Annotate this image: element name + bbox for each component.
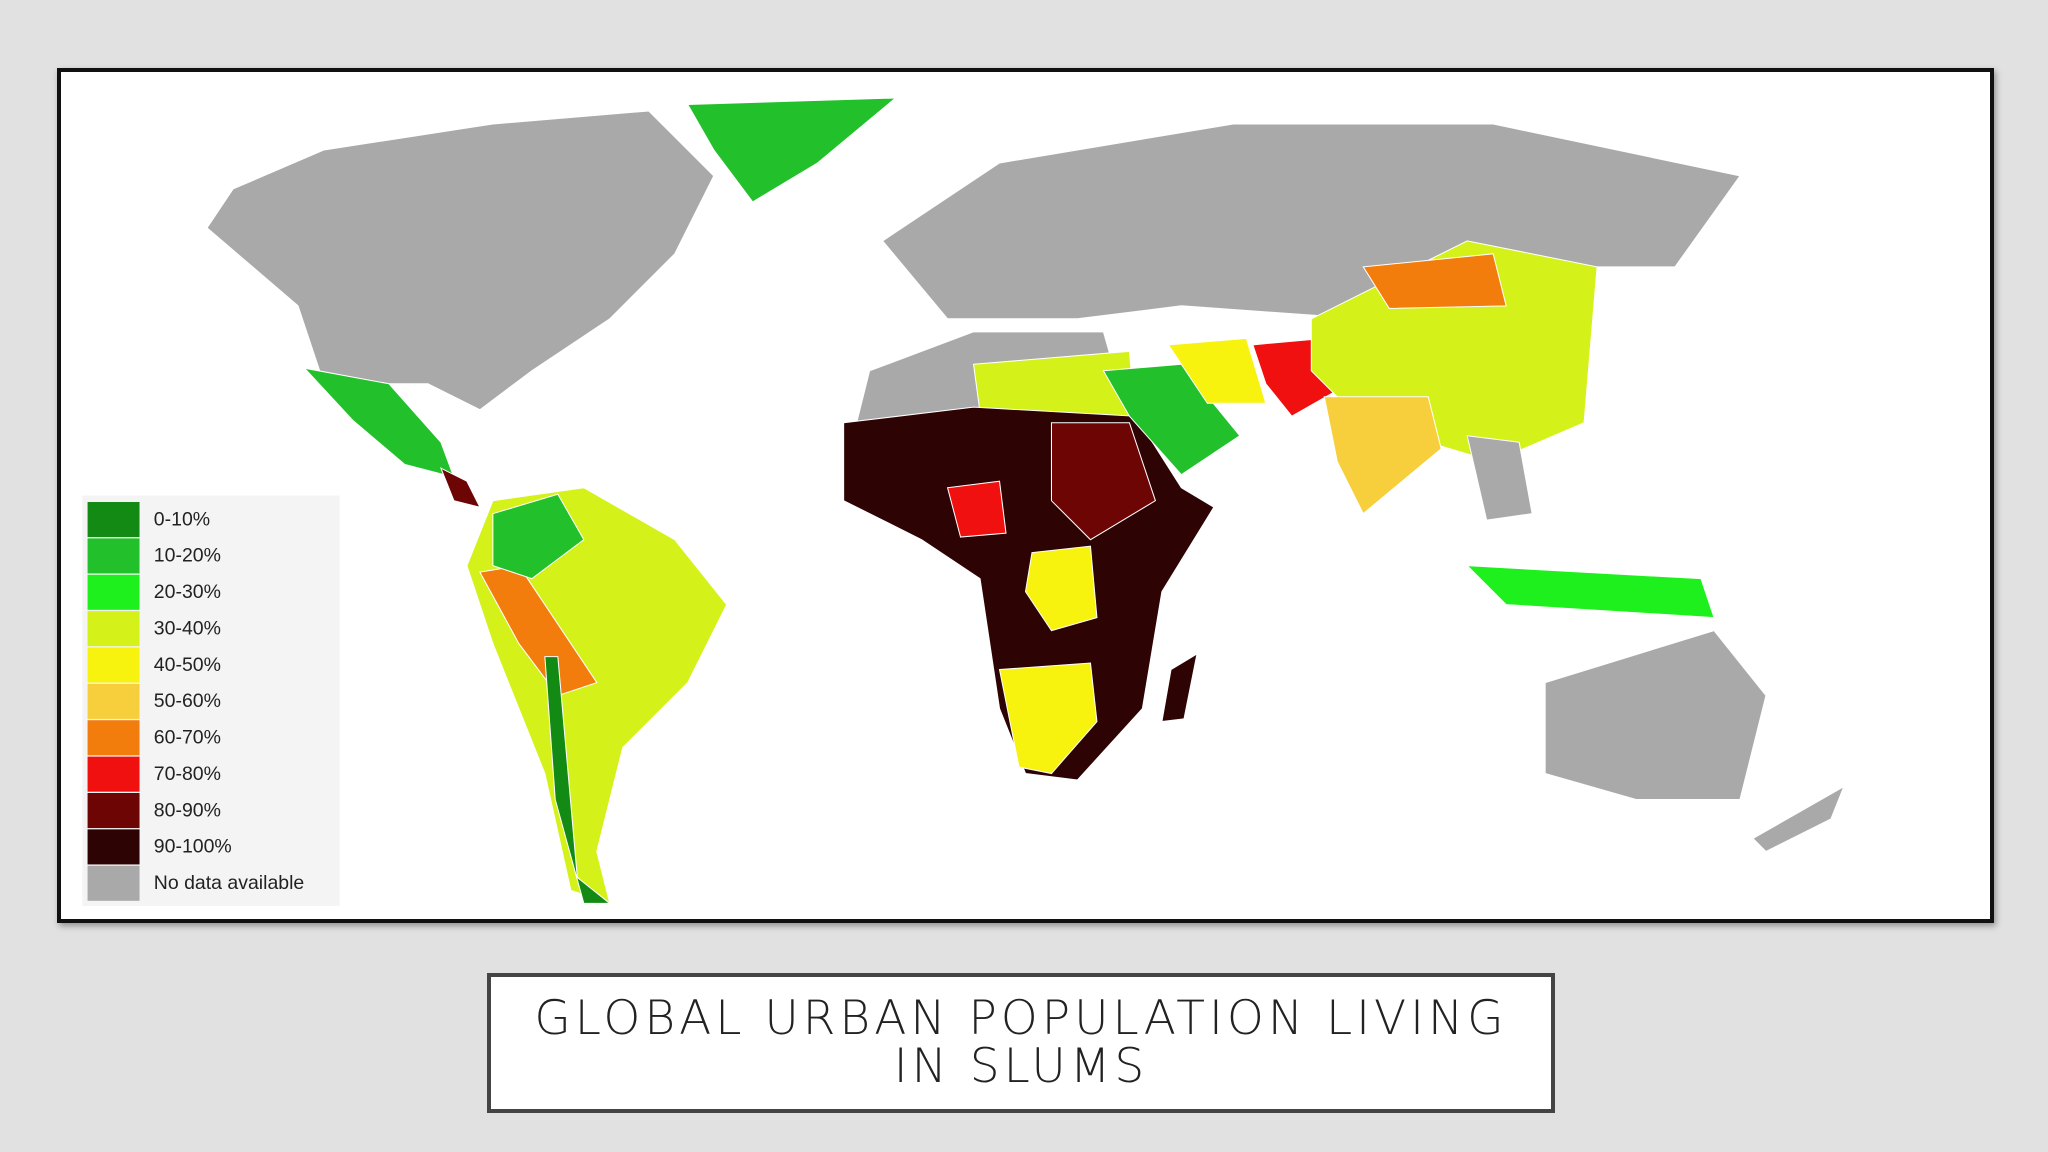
colombia-venezuela xyxy=(492,493,585,580)
slide-title: GLOBAL URBAN POPULATION LIVING IN SLUMS xyxy=(487,973,1555,1113)
legend-swatch xyxy=(87,720,140,756)
legend-label: 80-90% xyxy=(154,799,221,821)
legend-swatch xyxy=(87,756,140,792)
iran xyxy=(1167,337,1267,404)
legend-swatch xyxy=(87,683,140,719)
legend-swatch xyxy=(87,829,140,865)
central-america xyxy=(439,467,481,508)
nigeria xyxy=(946,480,1007,538)
world-map: 0-10% 10-20% 20-30% 30-40% 40-50% 50-60% 60-70… xyxy=(82,97,1845,907)
legend-label: 30-40% xyxy=(154,617,221,639)
southern-africa xyxy=(998,662,1098,775)
india xyxy=(1323,396,1442,515)
congo xyxy=(1024,545,1098,632)
chile xyxy=(544,656,612,904)
legend-label: 40-50% xyxy=(154,654,221,676)
map-frame: 0-10% 10-20% 20-30% 30-40% 40-50% 50-60% 60-70… xyxy=(57,68,1994,923)
legend-label: 90-100% xyxy=(154,836,232,858)
legend-label: 0-10% xyxy=(154,508,210,530)
legend-label: No data available xyxy=(154,872,304,894)
legend-label: 10-20% xyxy=(154,545,221,567)
australia xyxy=(1544,630,1767,801)
legend-label: 70-80% xyxy=(154,763,221,785)
legend: 0-10% 10-20% 20-30% 30-40% 40-50% 50-60% 60-70… xyxy=(87,501,304,901)
southeast-asia xyxy=(1466,435,1533,521)
legend-swatch xyxy=(87,611,140,647)
greenland xyxy=(686,97,898,203)
legend-swatch xyxy=(87,647,140,683)
new-zealand xyxy=(1752,785,1845,853)
legend-label: 60-70% xyxy=(154,727,221,749)
central-africa xyxy=(1050,422,1157,541)
madagascar xyxy=(1161,652,1198,723)
europe-russia xyxy=(881,123,1741,333)
legend-label: 20-30% xyxy=(154,581,221,603)
legend-swatch xyxy=(87,538,140,574)
legend-swatch xyxy=(87,574,140,610)
legend-label: 50-60% xyxy=(154,690,221,712)
legend-swatch xyxy=(87,501,140,538)
north-america xyxy=(206,110,715,411)
legend-swatch xyxy=(87,792,140,829)
middle-east xyxy=(1102,363,1241,476)
mongolia xyxy=(1362,253,1507,309)
legend-swatch xyxy=(87,865,140,901)
indonesia xyxy=(1465,565,1715,619)
